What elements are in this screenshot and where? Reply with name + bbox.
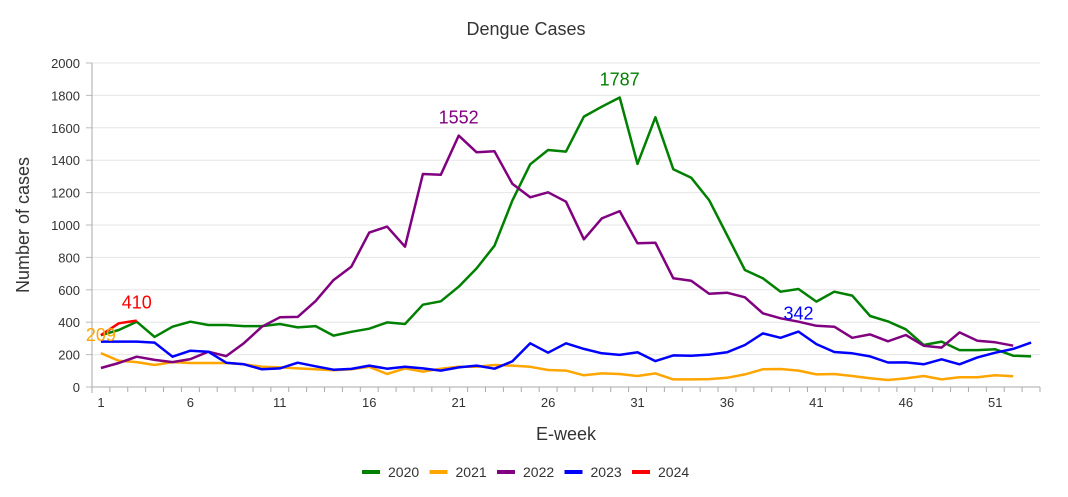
x-tick-label: 46 — [899, 395, 913, 410]
annotations: 1787 209 1552 342 410 — [86, 70, 814, 346]
y-tick-label: 600 — [58, 283, 80, 298]
x-axis: 1 6 11 16 21 26 31 36 41 46 51 — [91, 386, 1041, 410]
series-line-2023 — [100, 330, 1032, 372]
y-axis: 0 200 400 600 800 1000 1200 1400 1600 1800 2000 — [51, 56, 93, 395]
y-tick-label: 1800 — [51, 88, 80, 103]
y-tick-label: 1200 — [51, 186, 80, 201]
y-axis-title: Number of cases — [13, 157, 33, 293]
series-line-2021 — [100, 351, 1014, 382]
legend-item-2024[interactable]: 2024 — [632, 464, 689, 480]
y-tick-label: 800 — [58, 250, 80, 265]
y-tick-label: 2000 — [51, 56, 80, 71]
chart-title: Dengue Cases — [466, 19, 585, 39]
legend-label: 2023 — [591, 464, 622, 480]
x-tick-label: 11 — [273, 395, 287, 410]
y-tick-label: 1400 — [51, 153, 80, 168]
data-label-2021: 209 — [86, 325, 116, 345]
x-tick-label: 16 — [362, 395, 376, 410]
x-tick-label: 6 — [187, 395, 194, 410]
data-label-2020: 1787 — [600, 70, 640, 90]
data-label-2023: 342 — [784, 304, 814, 324]
legend-label: 2024 — [658, 464, 689, 480]
legend-item-2021[interactable]: 2021 — [429, 464, 487, 480]
x-tick-label: 41 — [809, 395, 823, 410]
data-label-2022: 1552 — [439, 108, 479, 128]
legend: 2020 2021 2022 2023 2024 — [362, 464, 689, 480]
y-tick-label: 1600 — [51, 121, 80, 136]
x-tick-label: 21 — [451, 395, 465, 410]
x-tick-label: 51 — [988, 395, 1002, 410]
legend-item-2022[interactable]: 2022 — [497, 464, 554, 480]
y-tick-label: 0 — [73, 380, 80, 395]
legend-item-2023[interactable]: 2023 — [564, 464, 622, 480]
legend-item-2020[interactable]: 2020 — [362, 464, 419, 480]
data-label-2024: 410 — [122, 293, 152, 313]
legend-label: 2022 — [523, 464, 554, 480]
x-tick-label: 1 — [97, 395, 104, 410]
y-tick-label: 1000 — [51, 218, 80, 233]
x-tick-label: 36 — [720, 395, 734, 410]
series-group — [100, 96, 1032, 382]
grid-lines — [92, 62, 1040, 356]
series-line-2024 — [100, 319, 137, 337]
legend-label: 2021 — [456, 464, 487, 480]
x-tick-label: 31 — [630, 395, 644, 410]
y-tick-label: 400 — [58, 315, 80, 330]
y-tick-label: 200 — [58, 348, 80, 363]
x-axis-title: E-week — [536, 424, 597, 444]
series-line-2020 — [100, 96, 1032, 358]
legend-label: 2020 — [388, 464, 419, 480]
series-line-2022 — [100, 134, 1014, 370]
x-tick-label: 26 — [541, 395, 555, 410]
